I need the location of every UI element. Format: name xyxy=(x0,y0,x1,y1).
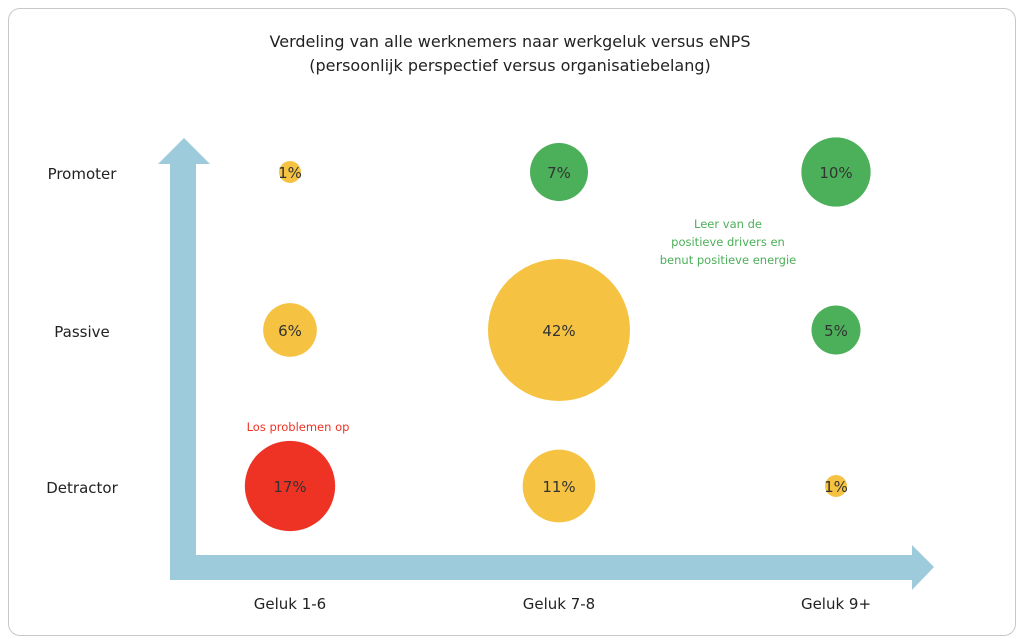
bubble xyxy=(530,143,588,201)
annotation-text: benut positieve energie xyxy=(660,253,797,267)
x-tick-label: Geluk 1-6 xyxy=(254,595,326,613)
bubble-label: 6% xyxy=(278,322,302,340)
annotation-text: Leer van de xyxy=(694,217,762,231)
bubble-label: 7% xyxy=(547,164,571,182)
bubble-label: 1% xyxy=(824,478,848,496)
bubble xyxy=(279,161,301,183)
x-tick-label: Geluk 7-8 xyxy=(523,595,595,613)
bubble xyxy=(263,303,317,357)
bubble-label: 11% xyxy=(542,478,575,496)
chart-frame xyxy=(8,8,1016,636)
chart-title: Verdeling van alle werknemers naar werkg… xyxy=(270,32,751,51)
bubble xyxy=(801,137,871,207)
bubble-label: 17% xyxy=(273,478,306,496)
bubble-label: 42% xyxy=(542,322,575,340)
bubble-label: 1% xyxy=(278,164,302,182)
y-axis-arrow xyxy=(158,138,210,580)
annotation-text: positieve drivers en xyxy=(671,235,785,249)
bubble xyxy=(522,449,596,523)
bubble-label: 5% xyxy=(824,322,848,340)
bubble xyxy=(488,259,630,401)
y-tick-label: Promoter xyxy=(48,165,118,183)
bubble-label: 10% xyxy=(819,164,852,182)
annotation-text: Los problemen op xyxy=(247,420,350,434)
bubble xyxy=(244,440,336,532)
x-axis-arrow xyxy=(170,545,934,590)
y-tick-label: Detractor xyxy=(46,479,118,497)
chart-subtitle: (persoonlijk perspectief versus organisa… xyxy=(309,56,710,75)
x-tick-label: Geluk 9+ xyxy=(801,595,871,613)
bubble xyxy=(825,475,847,497)
y-tick-label: Passive xyxy=(54,323,109,341)
bubble xyxy=(811,305,861,355)
